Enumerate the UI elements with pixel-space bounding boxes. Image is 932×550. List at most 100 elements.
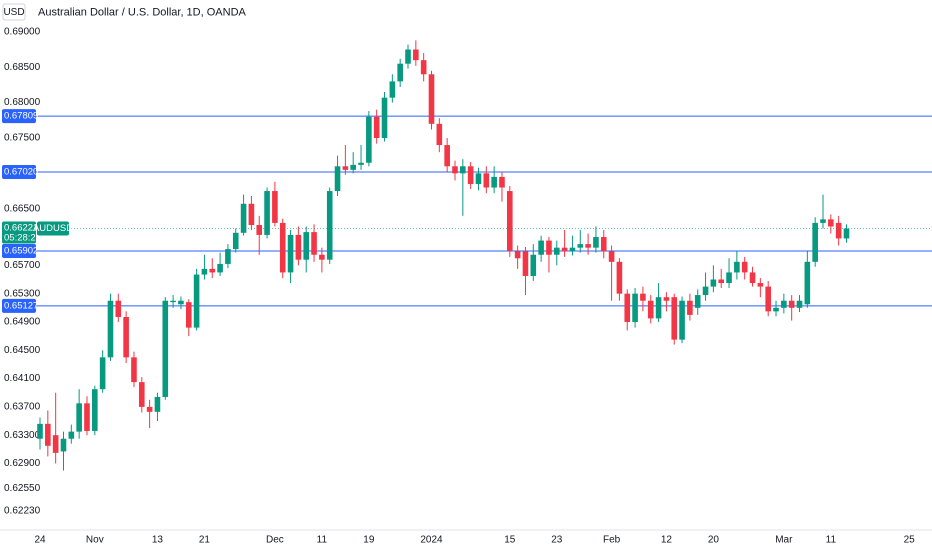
x-tick-label: Nov bbox=[86, 535, 104, 546]
candle-body bbox=[131, 357, 137, 383]
candle-body bbox=[538, 240, 544, 255]
candle-body bbox=[687, 300, 693, 315]
candle-body bbox=[710, 279, 717, 287]
candle-body bbox=[420, 60, 427, 75]
x-tick-label: 12 bbox=[661, 535, 673, 546]
current-price-box bbox=[2, 221, 36, 244]
candle-body bbox=[671, 297, 678, 340]
candle-body bbox=[326, 191, 333, 260]
candle-body bbox=[585, 244, 591, 248]
y-tick-label: 0.64500 bbox=[4, 345, 41, 356]
candle-body bbox=[483, 173, 490, 188]
candle-body bbox=[553, 247, 560, 255]
candle-body bbox=[45, 423, 51, 446]
candle-body bbox=[240, 203, 247, 233]
candle-body bbox=[788, 300, 795, 308]
candle-body bbox=[773, 307, 779, 312]
candle-body bbox=[546, 240, 552, 255]
x-tick-label: 24 bbox=[34, 535, 46, 546]
x-tick-label: 11 bbox=[826, 535, 837, 546]
countdown: 05:28:28 bbox=[4, 233, 41, 244]
candle-body bbox=[467, 166, 474, 184]
candle-body bbox=[319, 254, 325, 260]
candle-body bbox=[593, 237, 599, 248]
y-tick-label: 0.67500 bbox=[4, 133, 41, 144]
candle-body bbox=[569, 247, 576, 252]
candle-body bbox=[781, 300, 787, 308]
candle-body bbox=[99, 357, 106, 390]
candle-body bbox=[334, 166, 341, 192]
candle-body bbox=[491, 176, 497, 188]
candle-body bbox=[342, 166, 349, 170]
currency-box bbox=[2, 3, 26, 21]
candle-body bbox=[366, 116, 372, 163]
candle-body bbox=[679, 300, 685, 340]
candle-body bbox=[248, 203, 255, 226]
candle-body bbox=[577, 244, 584, 248]
y-tick-label: 0.69000 bbox=[4, 26, 41, 37]
candle-body bbox=[734, 261, 740, 273]
x-tick-label: 23 bbox=[551, 535, 563, 546]
candle-body bbox=[146, 406, 153, 412]
x-tick-label: 20 bbox=[708, 535, 720, 546]
candle-body bbox=[68, 431, 75, 439]
level-label: 0.67809 bbox=[4, 111, 38, 122]
candle-body bbox=[655, 297, 662, 319]
y-tick-label: 0.64900 bbox=[4, 317, 41, 328]
candle-body bbox=[702, 286, 709, 296]
candle-body bbox=[60, 438, 67, 452]
y-tick-label: 0.64100 bbox=[4, 373, 41, 384]
x-tick-label: 13 bbox=[152, 535, 164, 546]
x-tick-label: 15 bbox=[504, 535, 516, 546]
candle-body bbox=[726, 272, 732, 284]
candle-body bbox=[185, 302, 192, 328]
candle-body bbox=[561, 247, 568, 252]
candle-body bbox=[812, 222, 818, 262]
candle-body bbox=[749, 272, 756, 284]
candle-body bbox=[600, 237, 607, 252]
candle-body bbox=[499, 176, 505, 188]
x-tick-label: Mar bbox=[775, 535, 793, 546]
y-tick-label: 0.63300 bbox=[4, 430, 41, 441]
symbol-box bbox=[37, 221, 69, 236]
level-label-box bbox=[2, 298, 36, 313]
candle-body bbox=[640, 293, 646, 301]
y-tick-label: 0.65700 bbox=[4, 260, 41, 271]
x-tick-label: 2024 bbox=[420, 535, 443, 546]
candle-body bbox=[796, 300, 803, 308]
chart-title: Australian Dollar / U.S. Dollar, 1D, OAN… bbox=[38, 6, 247, 18]
candle-body bbox=[413, 49, 419, 61]
candle-body bbox=[178, 300, 184, 305]
candle-body bbox=[757, 283, 764, 287]
candle-body bbox=[37, 423, 43, 439]
candle-body bbox=[436, 123, 443, 146]
y-tick-label: 0.68500 bbox=[4, 62, 41, 73]
y-tick-label: 0.62900 bbox=[4, 458, 41, 469]
candle-body bbox=[225, 249, 231, 264]
candle-body bbox=[389, 81, 396, 98]
currency: USD bbox=[3, 7, 24, 18]
candle-body bbox=[397, 63, 403, 82]
candle-body bbox=[358, 162, 364, 165]
candle-body bbox=[444, 145, 450, 167]
y-tick-label: 0.66500 bbox=[4, 203, 41, 214]
candle-body bbox=[460, 166, 466, 174]
level-label-box bbox=[2, 109, 36, 124]
x-tick-label: Dec bbox=[266, 535, 284, 546]
x-tick-label: Feb bbox=[603, 535, 621, 546]
candle-body bbox=[287, 234, 294, 273]
candle-body bbox=[843, 228, 850, 239]
candle-body bbox=[123, 317, 129, 358]
candle-body bbox=[507, 191, 513, 252]
candle-body bbox=[828, 219, 834, 227]
level-label: 0.65902 bbox=[4, 246, 38, 257]
candle-body bbox=[217, 263, 223, 273]
y-tick-label: 0.62230 bbox=[4, 506, 41, 517]
candle-body bbox=[632, 293, 638, 322]
candle-body bbox=[193, 274, 200, 328]
level-label: 0.67020 bbox=[4, 166, 38, 177]
candle-body bbox=[350, 164, 356, 170]
candle-body bbox=[718, 279, 725, 284]
candle-body bbox=[279, 222, 286, 273]
